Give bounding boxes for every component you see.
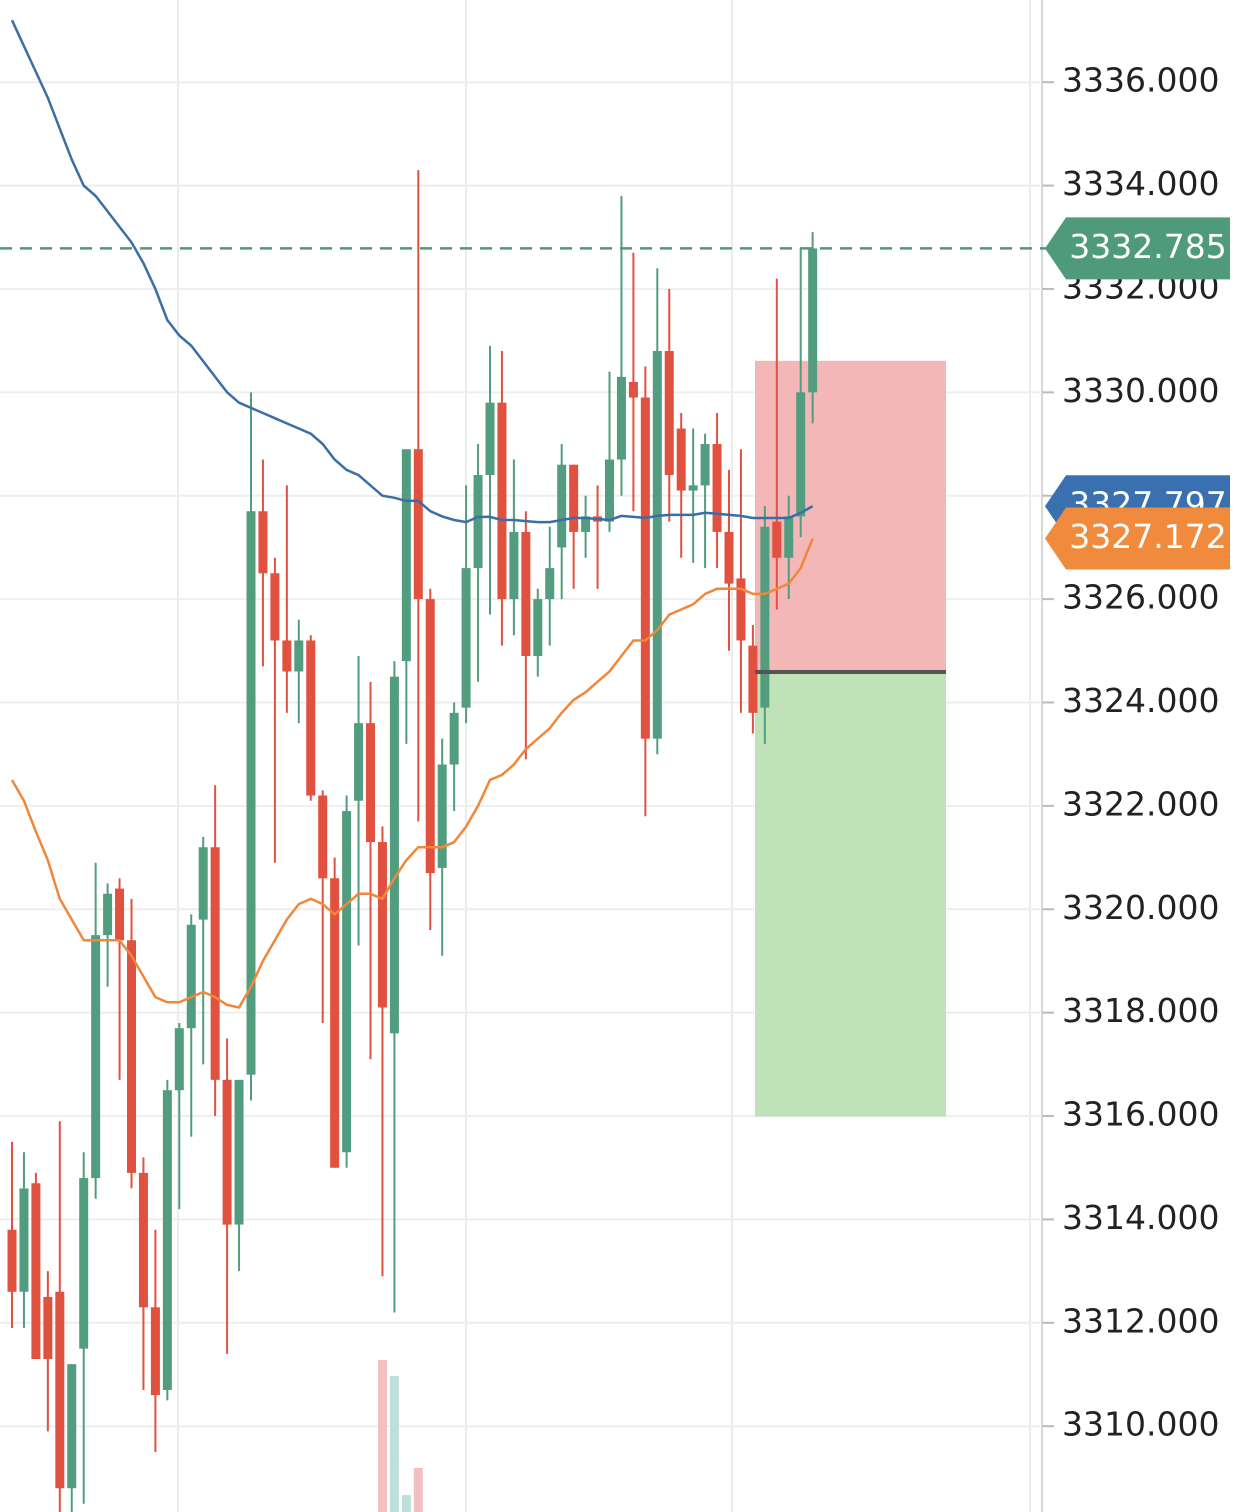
y-tick-label: 3312.000 <box>1062 1301 1219 1340</box>
candle-body <box>605 459 614 522</box>
candle-body <box>198 847 208 920</box>
candle-body <box>150 1307 160 1396</box>
candle-body <box>79 1178 89 1349</box>
price-tag <box>1045 217 1230 280</box>
target-zone <box>755 672 946 1117</box>
candle-body <box>700 444 710 486</box>
y-tick-label: 3326.000 <box>1062 578 1219 617</box>
candle-body <box>342 811 352 1153</box>
candle-body <box>569 464 579 532</box>
candle-body <box>736 578 746 641</box>
candle-body <box>246 511 256 1075</box>
y-tick-label: 3330.000 <box>1062 371 1219 410</box>
candle-body <box>724 531 734 584</box>
candle-body <box>377 842 387 1008</box>
candle-body <box>688 485 698 491</box>
candle-body <box>652 350 662 739</box>
y-tick-label: 3314.000 <box>1062 1198 1219 1237</box>
volume-bar <box>377 1360 387 1512</box>
candle-body <box>270 573 280 641</box>
candle-body <box>31 1183 41 1359</box>
candle-body <box>115 888 125 941</box>
candle-body <box>628 382 638 398</box>
candle-body <box>7 1229 17 1292</box>
y-tick-label: 3334.000 <box>1062 164 1219 203</box>
price-tag <box>1045 507 1230 570</box>
candle-body <box>103 893 113 936</box>
volume-bar <box>401 1495 411 1512</box>
candle-body <box>19 1188 29 1292</box>
candle-body <box>581 516 591 532</box>
candle-body <box>318 795 328 879</box>
candle-body <box>127 940 136 1173</box>
candle-body <box>772 521 782 558</box>
candle-body <box>784 516 794 558</box>
candle-body <box>509 531 519 600</box>
moving-average-line <box>10 538 814 1009</box>
candle-body <box>210 847 220 1080</box>
candle-body <box>282 640 292 672</box>
candle-body <box>545 568 555 600</box>
candle-body <box>808 248 818 393</box>
candle-body <box>43 1296 53 1359</box>
candle-body <box>425 599 435 874</box>
candle-body <box>461 568 471 708</box>
candle-body <box>306 640 316 796</box>
time-grid <box>177 0 1031 1512</box>
candle-body <box>222 1079 232 1225</box>
candle-body <box>485 402 495 476</box>
price-tag-label: 3327.172 <box>1069 517 1226 556</box>
moving-average-line <box>10 19 814 524</box>
candle-body <box>664 350 674 476</box>
candle-body <box>258 511 268 574</box>
candle-body <box>162 1090 172 1391</box>
y-tick-label: 3320.000 <box>1062 888 1219 927</box>
candle-body <box>557 464 567 548</box>
candle-body <box>55 1291 65 1489</box>
volume-bar <box>413 1468 423 1512</box>
candle-body <box>174 1028 184 1091</box>
candle-body <box>521 531 531 656</box>
candle-body <box>712 444 722 532</box>
candle-body <box>533 599 543 656</box>
y-tick-label: 3324.000 <box>1062 681 1219 720</box>
candle-body <box>437 764 447 868</box>
candle-body <box>91 935 101 1179</box>
candle-body <box>497 402 507 600</box>
candle-body <box>473 475 483 569</box>
candle-body <box>354 723 364 801</box>
candle-body <box>676 428 686 491</box>
y-tick-label: 3318.000 <box>1062 991 1219 1030</box>
candle-body <box>796 392 806 517</box>
candle-body <box>67 1364 77 1489</box>
candle-body <box>186 924 196 1029</box>
candle-body <box>138 1172 148 1308</box>
candle-body <box>449 712 459 765</box>
price-tag-label: 3332.785 <box>1069 227 1226 266</box>
candle-body <box>413 449 423 600</box>
candle-body <box>330 878 340 1168</box>
candle-body <box>234 1079 244 1225</box>
stop-zone <box>755 360 946 672</box>
candle-body <box>366 723 375 843</box>
y-tick-label: 3336.000 <box>1062 61 1219 100</box>
candle-body <box>760 526 770 708</box>
y-tick-label: 3316.000 <box>1062 1095 1219 1134</box>
candle-body <box>640 397 650 739</box>
volume-bar <box>389 1376 399 1512</box>
candle-body <box>748 645 758 713</box>
y-tick-label: 3322.000 <box>1062 784 1219 823</box>
candle-body <box>401 449 411 662</box>
y-tick-label: 3310.000 <box>1062 1405 1219 1444</box>
candle-body <box>616 376 626 460</box>
candle-body <box>294 640 304 672</box>
candle-body <box>389 676 399 1034</box>
